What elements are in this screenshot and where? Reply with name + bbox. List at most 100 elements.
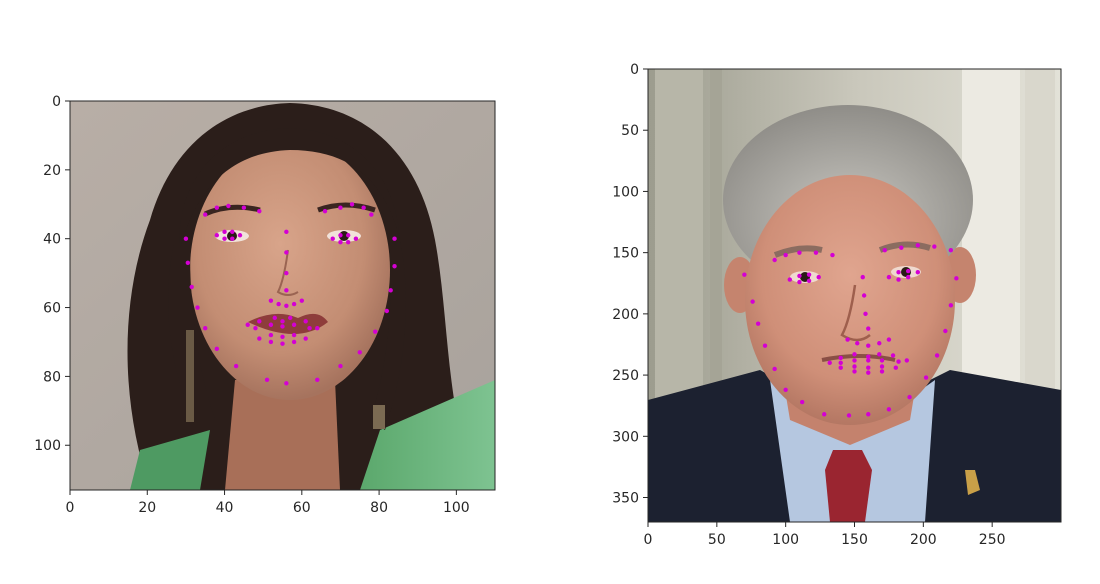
- left-landmark-point: [357, 350, 362, 355]
- right-landmark-point: [806, 278, 812, 284]
- right-y-tick-label: 0: [630, 62, 639, 78]
- right-landmark-point: [838, 355, 843, 361]
- left-landmark-point: [392, 236, 397, 241]
- right-landmark-point: [806, 272, 812, 277]
- left-y-tick-label: 80: [43, 369, 61, 385]
- left-landmark-point: [268, 332, 274, 338]
- left-landmark-point: [373, 329, 378, 334]
- left-landmark-point: [291, 332, 297, 338]
- right-landmark-point: [934, 353, 940, 358]
- right-landmark-point: [877, 352, 882, 357]
- right-landmark-point: [852, 352, 857, 357]
- right-landmark-point: [915, 243, 921, 248]
- left-landmark-point: [245, 322, 250, 327]
- right-y-tick-label: 50: [621, 123, 639, 139]
- right-landmark-point: [882, 248, 887, 253]
- right-landmark-point: [866, 412, 871, 417]
- left-landmark-point: [214, 205, 220, 210]
- left-landmark-point: [284, 270, 289, 276]
- right-landmark-point: [845, 337, 850, 342]
- right-landmark-point: [948, 248, 954, 253]
- left-landmark-point: [338, 233, 343, 238]
- left-landmarks: [183, 202, 397, 386]
- left-landmark-point: [222, 229, 227, 235]
- left-landmark-point: [384, 308, 390, 314]
- right-landmark-point: [852, 358, 857, 363]
- left-face-photo: [70, 101, 495, 490]
- right-landmark-point: [855, 341, 860, 346]
- left-landmark-point: [315, 377, 320, 383]
- left-landmark-point: [353, 236, 359, 241]
- left-x-tick-label: 40: [216, 500, 234, 516]
- right-landmark-point: [762, 343, 768, 348]
- left-y-tick-label: 100: [34, 438, 61, 454]
- left-x-tick-label: 0: [66, 500, 75, 516]
- right-x-tick-label: 0: [644, 532, 653, 548]
- right-y-tick-label: 250: [612, 368, 639, 384]
- right-landmark-point: [838, 360, 843, 366]
- right-landmark-point: [943, 328, 948, 334]
- left-landmark-point: [315, 326, 320, 331]
- right-x-tick-label: 100: [772, 532, 799, 548]
- right-y-tick-label: 100: [612, 184, 639, 200]
- left-landmark-point: [203, 326, 208, 331]
- right-landmark-point: [846, 413, 852, 418]
- right-x-tick-label: 150: [841, 532, 868, 548]
- right-landmark-point: [863, 311, 868, 317]
- right-landmark-point: [866, 343, 871, 348]
- left-landmark-point: [203, 212, 208, 217]
- left-landmark-point: [303, 336, 308, 341]
- left-landmark-point: [230, 229, 235, 235]
- right-landmark-point: [787, 277, 792, 282]
- left-x-tick-label: 60: [293, 500, 311, 516]
- left-landmark-point: [195, 305, 200, 310]
- left-axes-frame: [69, 100, 496, 491]
- right-landmark-point: [797, 250, 802, 255]
- right-landmark-point: [905, 268, 911, 274]
- left-landmark-point: [291, 301, 297, 307]
- right-landmark-point: [783, 387, 788, 392]
- right-y-tick-label: 150: [612, 246, 639, 262]
- left-landmark-point: [392, 264, 397, 269]
- right-landmark-point: [896, 270, 901, 275]
- left-landmark-point: [338, 363, 343, 369]
- right-landmark-point: [797, 279, 802, 285]
- right-landmark-point: [907, 394, 912, 400]
- right-landmark-point: [904, 358, 910, 363]
- right-landmark-point: [886, 337, 892, 342]
- left-landmark-point: [189, 284, 194, 290]
- left-landmark-point: [230, 236, 235, 241]
- right-x-tick-label: 200: [910, 532, 937, 548]
- left-landmark-point: [338, 205, 343, 210]
- left-y-tick-label: 0: [52, 94, 61, 110]
- right-landmarks: [742, 243, 959, 418]
- left-landmark-point: [185, 260, 191, 265]
- right-y-tick-label: 200: [612, 307, 639, 323]
- left-landmark-point: [222, 236, 227, 241]
- left-axis-ticks: 0 20 40 60 80 100 0 20 40 60 80 100: [34, 94, 469, 516]
- left-landmark-point: [291, 339, 297, 345]
- left-x-tick-label: 100: [443, 500, 470, 516]
- left-landmark-point: [284, 250, 289, 255]
- right-landmark-point: [932, 244, 937, 249]
- left-landmark-point: [257, 208, 262, 214]
- right-landmark-point: [783, 252, 788, 258]
- left-landmark-point: [284, 303, 289, 309]
- right-landmark-point: [899, 245, 904, 250]
- right-landmark-point: [830, 252, 835, 258]
- right-landmark-point: [896, 277, 901, 282]
- left-landmark-point: [345, 239, 351, 245]
- right-landmark-point: [866, 358, 871, 363]
- right-landmark-point: [905, 274, 911, 280]
- right-landmark-point: [860, 274, 865, 280]
- right-landmark-point: [861, 293, 867, 298]
- left-landmark-point: [299, 298, 305, 303]
- right-landmark-point: [896, 359, 901, 364]
- right-landmark-point: [879, 358, 885, 363]
- left-landmark-point: [253, 326, 258, 331]
- right-landmark-point: [954, 276, 959, 281]
- right-landmark-point: [816, 274, 821, 280]
- right-landmark-point: [866, 354, 871, 359]
- left-landmark-point: [280, 334, 285, 340]
- left-landmark-point: [288, 315, 293, 321]
